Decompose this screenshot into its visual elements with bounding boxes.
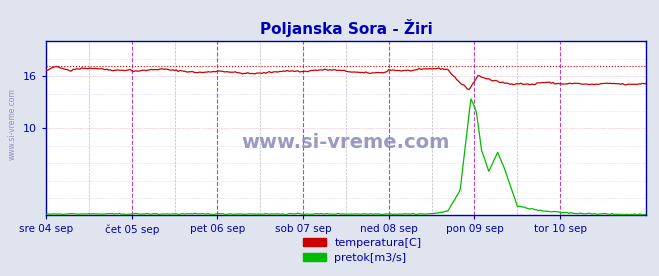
Text: www.si-vreme.com: www.si-vreme.com bbox=[242, 133, 450, 152]
Text: www.si-vreme.com: www.si-vreme.com bbox=[8, 88, 17, 160]
Title: Poljanska Sora - Žiri: Poljanska Sora - Žiri bbox=[260, 19, 432, 38]
Legend: temperatura[C], pretok[m3/s]: temperatura[C], pretok[m3/s] bbox=[299, 233, 426, 268]
